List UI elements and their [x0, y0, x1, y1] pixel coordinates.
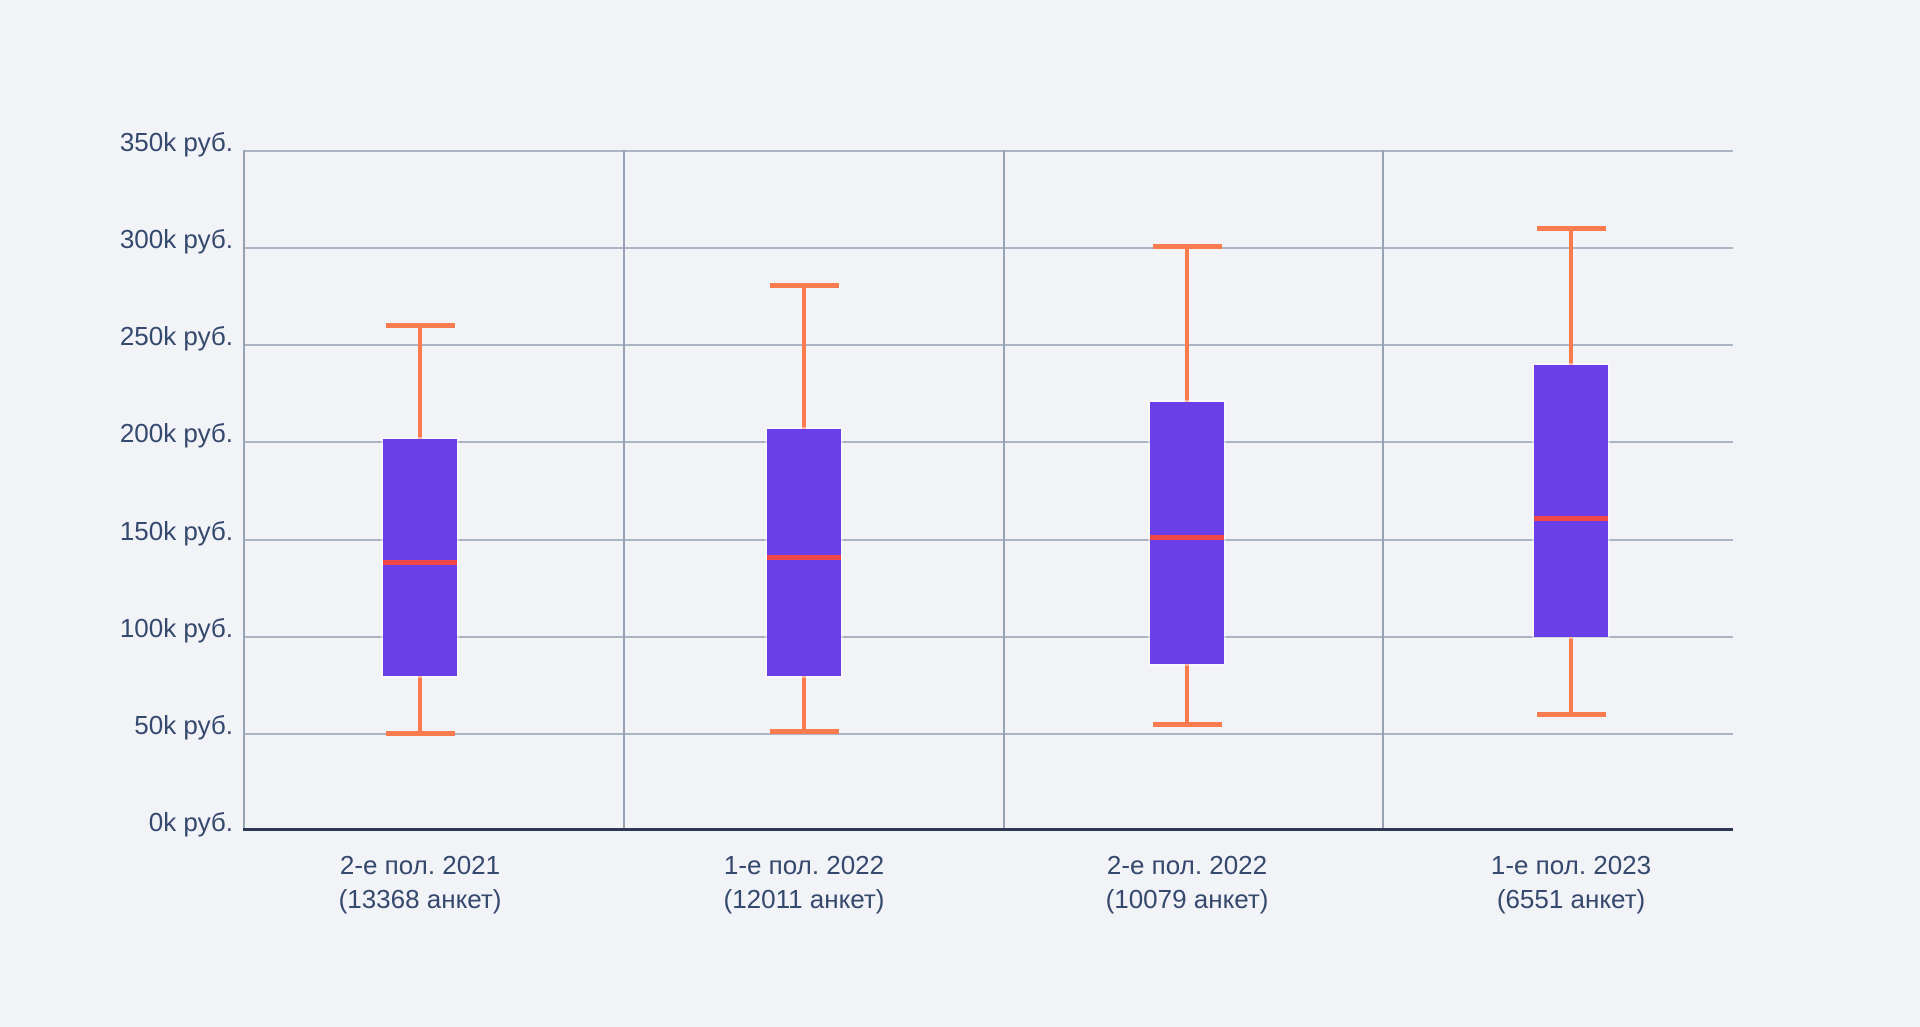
upper-whisker-cap	[769, 282, 839, 288]
x-category-label-2: 1-е пол. 2022 (12011 анкет)	[634, 848, 974, 916]
lower-whisker-line	[1569, 636, 1573, 715]
upper-whisker-cap	[1536, 226, 1606, 232]
panel-divider-3	[1382, 150, 1384, 831]
lower-whisker-line	[802, 675, 806, 732]
category-period-label: 1-е пол. 2023	[1490, 850, 1652, 880]
upper-whisker-line	[802, 285, 806, 429]
median-line	[383, 560, 457, 566]
lower-whisker-cap	[385, 731, 455, 737]
category-count-label: (13368 анкет)	[338, 884, 502, 914]
y-tick-label-200k: 200k руб.	[119, 418, 233, 449]
y-tick-label-150k: 150k руб.	[119, 515, 233, 546]
median-line	[767, 554, 841, 560]
median-line	[1534, 515, 1608, 521]
panel-divider-2	[1003, 150, 1005, 831]
gridline-150k	[243, 538, 1733, 541]
category-count-label: (6551 анкет)	[1496, 884, 1646, 914]
upper-whisker-cap	[385, 323, 455, 329]
plot-area	[243, 150, 1733, 831]
lower-whisker-cap	[1536, 711, 1606, 717]
lower-whisker-line	[418, 675, 422, 734]
y-tick-label-100k: 100k руб.	[119, 612, 233, 643]
category-period-label: 2-е пол. 2021	[339, 850, 501, 880]
lower-whisker-cap	[769, 729, 839, 735]
y-tick-label-250k: 250k руб.	[119, 321, 233, 352]
category-count-label: (10079 анкет)	[1105, 884, 1269, 914]
gridline-300k	[243, 247, 1733, 250]
x-category-label-4: 1-е пол. 2023 (6551 анкет)	[1401, 848, 1741, 916]
category-count-label: (12011 анкет)	[723, 884, 885, 914]
gridline-100k	[243, 635, 1733, 638]
y-tick-label-0k: 0k руб.	[148, 807, 233, 837]
gridline-250k	[243, 344, 1733, 347]
upper-whisker-line	[418, 325, 422, 439]
gridline-350k	[243, 150, 1733, 152]
iqr-box	[767, 428, 841, 676]
y-tick-label-300k: 300k руб.	[119, 224, 233, 255]
y-axis-line	[243, 150, 245, 831]
category-period-label: 2-е пол. 2022	[1106, 850, 1268, 880]
median-line	[1150, 535, 1224, 541]
iqr-box	[383, 438, 457, 676]
lower-whisker-line	[1185, 663, 1189, 725]
x-axis-line	[243, 828, 1733, 831]
category-period-label: 1-е пол. 2022	[723, 850, 885, 880]
upper-whisker-line	[1185, 246, 1189, 402]
upper-whisker-cap	[1152, 243, 1222, 249]
upper-whisker-line	[1569, 228, 1573, 365]
panel-divider-1	[623, 150, 625, 831]
y-tick-label-50k: 50k руб.	[134, 709, 233, 740]
y-tick-label-350k: 350k руб.	[119, 127, 233, 157]
gridline-50k	[243, 732, 1733, 735]
lower-whisker-cap	[1152, 721, 1222, 727]
iqr-box	[1150, 401, 1224, 664]
iqr-box	[1534, 364, 1608, 637]
x-category-label-1: 2-е пол. 2021 (13368 анкет)	[250, 848, 590, 916]
gridline-200k	[243, 441, 1733, 444]
x-category-label-3: 2-е пол. 2022 (10079 анкет)	[1017, 848, 1357, 916]
